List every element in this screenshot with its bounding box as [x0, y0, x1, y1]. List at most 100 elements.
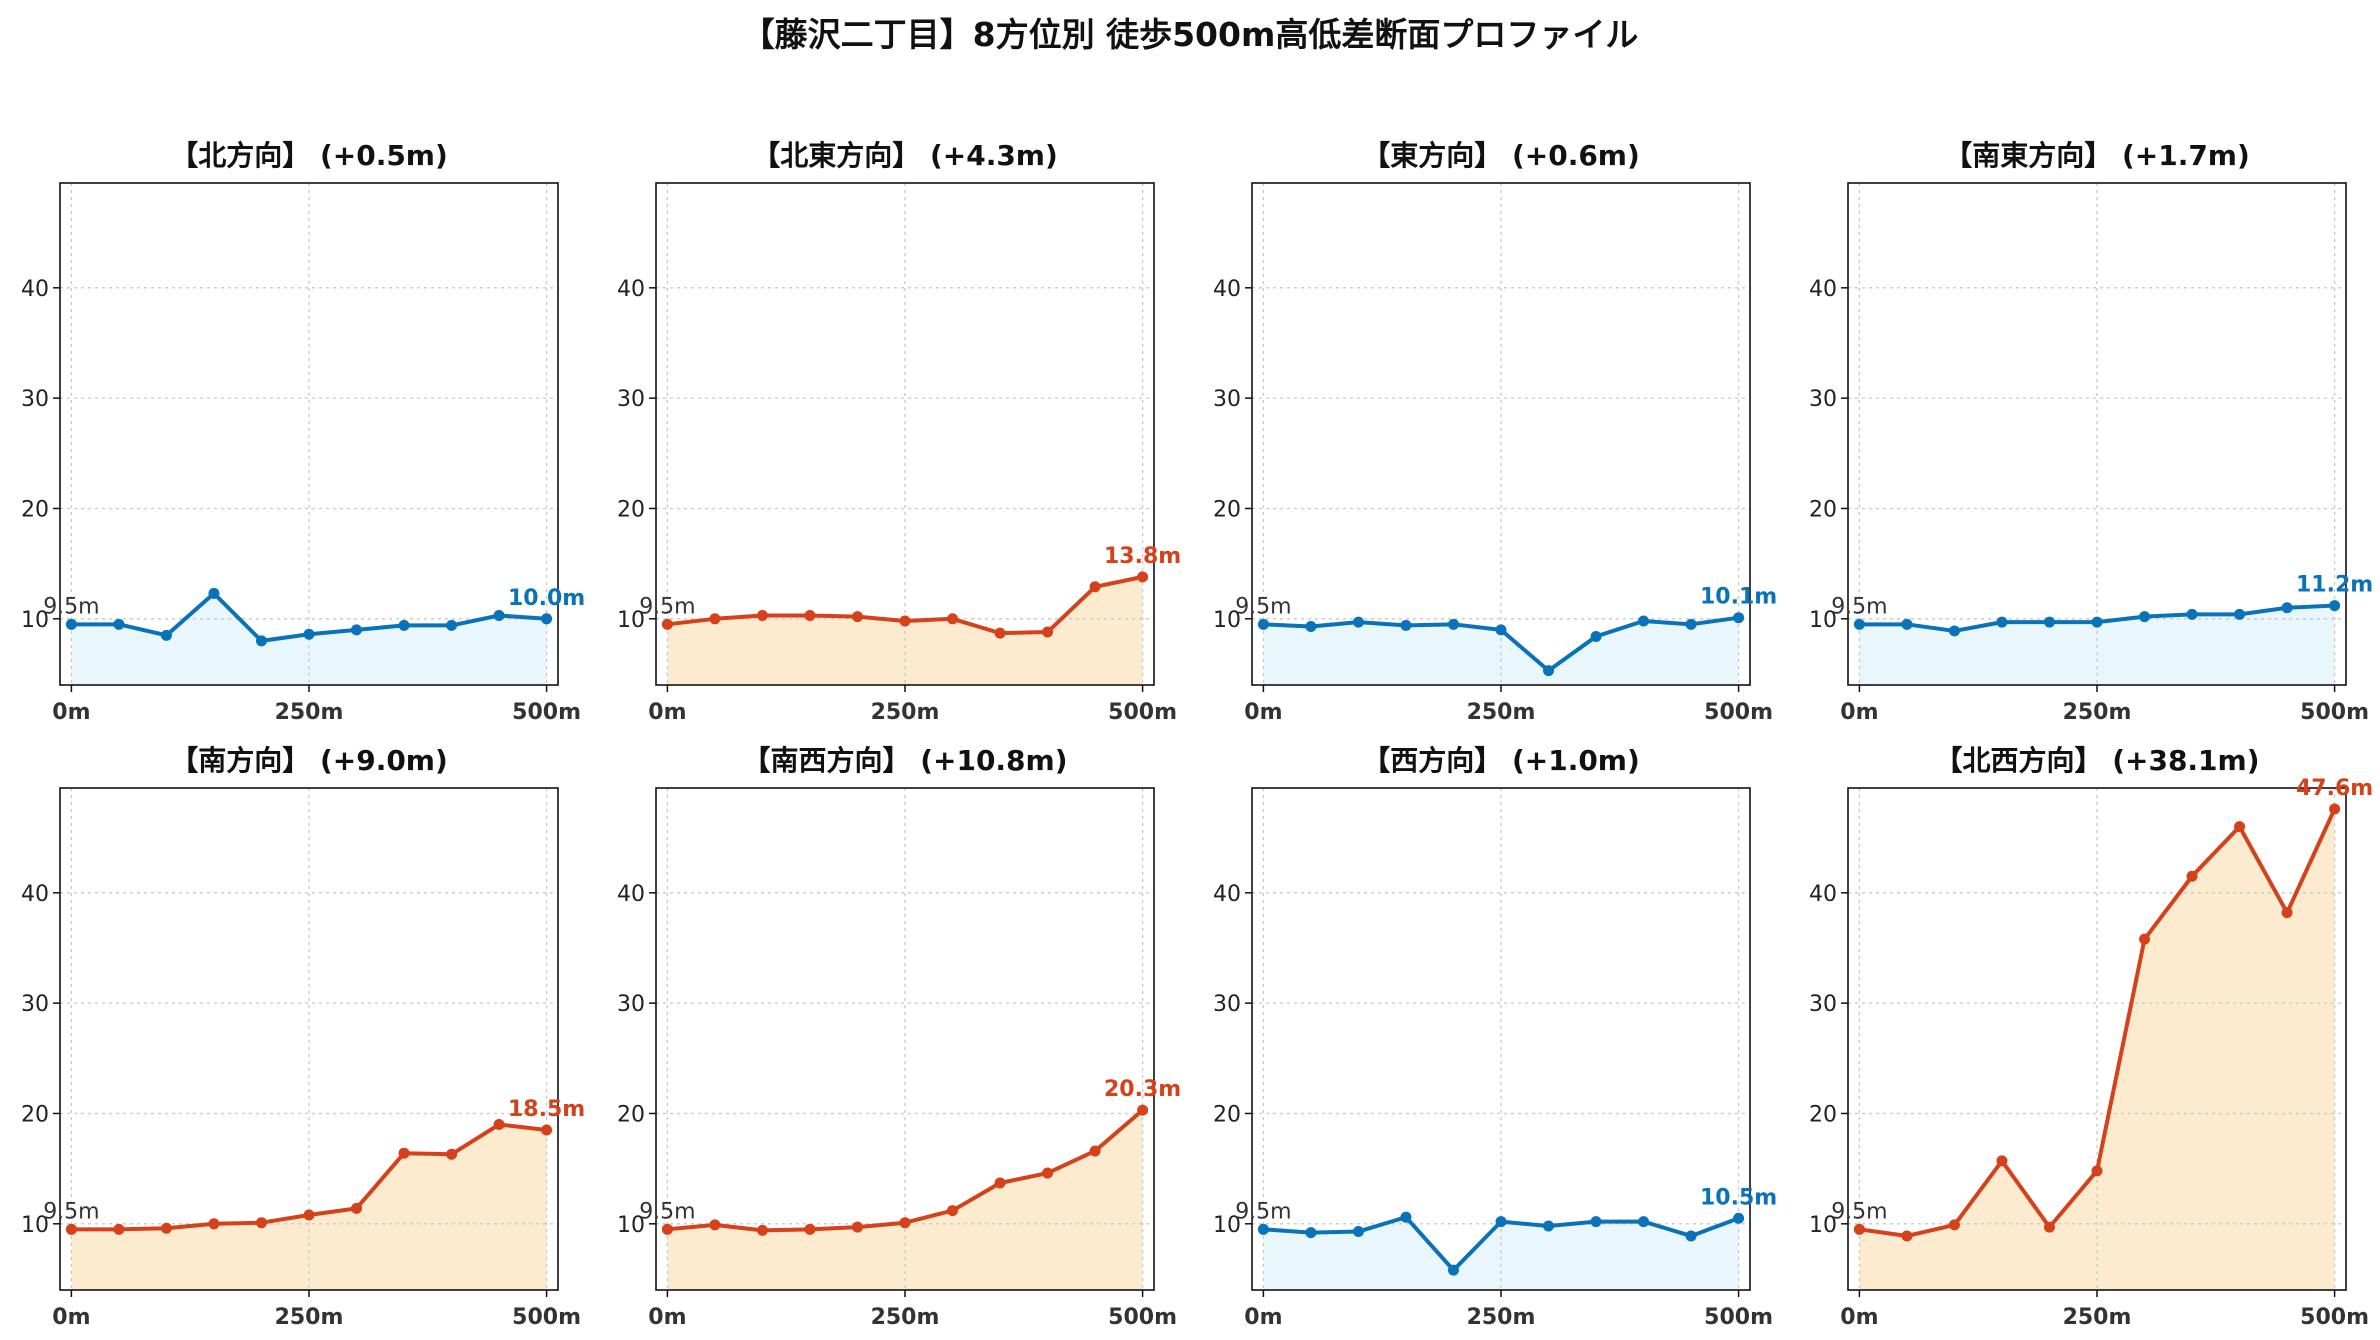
data-point: [303, 1209, 315, 1221]
data-point: [398, 619, 410, 631]
x-tick-label: 500m: [2300, 700, 2369, 725]
data-point: [709, 613, 721, 625]
y-tick-label: 40: [1213, 882, 1241, 907]
x-tick-label: 0m: [1840, 700, 1878, 725]
x-tick-label: 0m: [1244, 1305, 1282, 1330]
y-tick-label: 40: [617, 882, 645, 907]
data-point: [2139, 933, 2151, 945]
data-point: [351, 624, 363, 636]
data-point: [2091, 1165, 2103, 1177]
plot-frame: [59, 182, 559, 686]
x-tick-label: 500m: [1704, 1305, 1773, 1330]
data-point: [1685, 618, 1697, 630]
x-tick-label: 0m: [648, 1305, 686, 1330]
data-point: [2043, 1221, 2055, 1233]
data-point: [2281, 907, 2293, 919]
data-point: [1590, 1216, 1602, 1228]
elevation-fill: [1263, 617, 1739, 685]
y-tick-label: 10: [1213, 608, 1241, 633]
data-point: [1638, 615, 1650, 627]
x-tick-label: 250m: [871, 700, 940, 725]
chart-panel-5: 【南方向】 (+9.0m) 10 20 30 40 0m 250m 500m 9.5m 18.5m: [21, 744, 585, 1330]
data-point: [398, 1147, 410, 1159]
data-point: [1400, 1211, 1412, 1223]
chart-panel-8: 【北西方向】 (+38.1m) 10 20 30 40 0m 250m 500m 9.5m 47.…: [1809, 744, 2373, 1330]
chart-panel-7: 【西方向】 (+1.0m) 10 20 30 40 0m 250m 500m 9.5m 10.5m: [1213, 744, 1777, 1330]
plot-frame: [1251, 787, 1751, 1291]
data-point: [851, 1221, 863, 1233]
end-elevation-label: 47.6m: [2296, 776, 2373, 801]
data-point: [1257, 618, 1269, 630]
start-elevation-label: 9.5m: [1235, 594, 1291, 619]
data-point: [2234, 821, 2246, 833]
elevation-fill: [1859, 808, 2335, 1290]
y-tick-label: 10: [1809, 608, 1837, 633]
data-point: [2329, 600, 2341, 612]
data-point: [1901, 1230, 1913, 1242]
chart-panel-2: 【北東方向】 (+4.3m) 10 20 30 40 0m 250m 500m 9.5m 13.8…: [617, 139, 1181, 725]
data-point: [1543, 665, 1555, 677]
y-tick-label: 30: [1213, 387, 1241, 412]
x-tick-label: 0m: [1244, 700, 1282, 725]
panel-title: 【南西方向】 (+10.8m): [742, 744, 1067, 777]
y-tick-label: 10: [1213, 1213, 1241, 1238]
x-tick-label: 0m: [52, 1305, 90, 1330]
data-point: [1137, 1104, 1149, 1116]
y-tick-label: 30: [1809, 387, 1837, 412]
data-point: [255, 1217, 267, 1229]
data-point: [1352, 616, 1364, 628]
data-point: [1853, 618, 1865, 630]
data-point: [1305, 1227, 1317, 1239]
chart-panel-3: 【東方向】 (+0.6m) 10 20 30 40 0m 250m 500m 9.5m 10.1m: [1213, 139, 1777, 725]
data-point: [1733, 612, 1745, 624]
data-point: [446, 1148, 458, 1160]
data-point: [1089, 1145, 1101, 1157]
y-tick-label: 30: [617, 387, 645, 412]
data-point: [661, 618, 673, 630]
data-point: [1089, 581, 1101, 593]
x-tick-label: 500m: [512, 1305, 581, 1330]
data-point: [2329, 803, 2341, 815]
x-tick-label: 0m: [648, 700, 686, 725]
end-elevation-label: 18.5m: [508, 1097, 585, 1122]
panel-title: 【南方向】 (+9.0m): [170, 744, 448, 777]
data-point: [1042, 626, 1054, 638]
start-elevation-label: 9.5m: [1235, 1199, 1291, 1224]
y-tick-label: 30: [21, 387, 49, 412]
elevation-fill: [667, 576, 1143, 685]
x-tick-label: 500m: [1108, 700, 1177, 725]
plot-frame: [1251, 182, 1751, 686]
data-point: [756, 1224, 768, 1236]
chart-panel-1: 【北方向】 (+0.5m) 10 20 30 40 0m 250m 500m 9.5m 10.0m: [21, 139, 585, 725]
data-point: [661, 1223, 673, 1235]
data-point: [541, 1124, 553, 1136]
data-point: [756, 609, 768, 621]
x-tick-label: 250m: [2063, 1305, 2132, 1330]
start-elevation-label: 9.5m: [43, 1199, 99, 1224]
data-point: [208, 587, 220, 599]
data-point: [113, 618, 125, 630]
y-tick-label: 10: [21, 608, 49, 633]
y-tick-label: 30: [1213, 992, 1241, 1017]
y-tick-label: 10: [1809, 1213, 1837, 1238]
data-point: [493, 1119, 505, 1131]
data-point: [1853, 1223, 1865, 1235]
data-point: [1638, 1216, 1650, 1228]
data-point: [804, 1223, 816, 1235]
data-point: [2234, 608, 2246, 620]
y-tick-label: 40: [1809, 882, 1837, 907]
data-point: [1257, 1223, 1269, 1235]
end-elevation-label: 13.8m: [1104, 544, 1181, 569]
data-point: [1590, 630, 1602, 642]
elevation-fill: [1263, 1217, 1739, 1290]
chart-panel-6: 【南西方向】 (+10.8m) 10 20 30 40 0m 250m 500m 9.5m 20.…: [617, 744, 1181, 1330]
y-tick-label: 20: [1809, 497, 1837, 522]
data-point: [1948, 625, 1960, 637]
data-point: [899, 1217, 911, 1229]
end-elevation-label: 11.2m: [2296, 573, 2373, 598]
y-tick-label: 10: [21, 1213, 49, 1238]
y-tick-label: 20: [617, 1102, 645, 1127]
data-point: [446, 619, 458, 631]
panel-title: 【北方向】 (+0.5m): [170, 139, 448, 172]
start-elevation-label: 9.5m: [43, 594, 99, 619]
